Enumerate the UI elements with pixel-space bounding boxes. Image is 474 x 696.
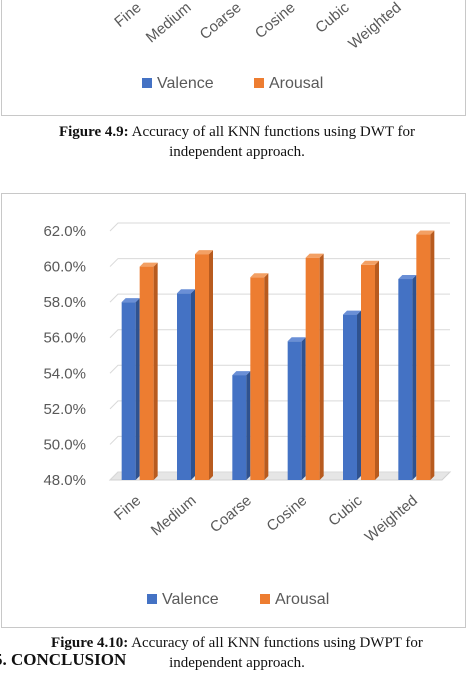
legend-swatch-arousal xyxy=(260,594,270,604)
figure-4-10-caption-line1: Accuracy of all KNN functions using DWPT… xyxy=(128,635,423,651)
figure-4-9-caption-line2: independent approach. xyxy=(169,144,305,160)
y-tick-label: 60.0% xyxy=(43,259,86,276)
bar-arousal-coarse xyxy=(250,273,269,480)
y-tick-label: 58.0% xyxy=(43,294,86,311)
x-tick-label: Medium xyxy=(148,492,200,539)
gridline xyxy=(109,329,450,339)
figure-4-10-caption: Figure 4.10: Accuracy of all KNN functio… xyxy=(0,633,474,673)
top-legend-swatch-arousal xyxy=(254,78,264,88)
gridline xyxy=(109,471,450,481)
bar-arousal-fine xyxy=(139,262,158,480)
legend-label-arousal: Arousal xyxy=(275,591,329,608)
top-legend-swatch-valence xyxy=(142,78,152,88)
gridline xyxy=(109,293,450,303)
section-heading: 5. CONCLUSION xyxy=(0,650,127,669)
bar-valence-weighted xyxy=(398,275,417,480)
bar-arousal-weighted xyxy=(416,230,435,480)
gridline xyxy=(109,258,450,267)
x-tick-label: Cosine xyxy=(264,492,311,535)
bar-valence-coarse xyxy=(232,371,251,480)
gridline xyxy=(109,435,450,445)
x-tick-label: Fine xyxy=(111,492,144,524)
legend-swatch-valence xyxy=(147,594,157,604)
y-tick-label: 56.0% xyxy=(43,330,86,347)
top-legend-label-valence: Valence xyxy=(157,75,214,92)
gridline xyxy=(109,364,450,374)
top-x-tick-label: Medium xyxy=(143,0,195,46)
bar-arousal-cosine xyxy=(305,253,324,480)
y-tick-label: 62.0% xyxy=(43,223,86,240)
figure-4-10-frame: 62.0% 60.0% 58.0% 56.0% 54.0% 52.0% 50.0% 48.0%… xyxy=(1,193,466,628)
x-tick-label: Weighted xyxy=(362,492,421,546)
figure-4-9-label: Figure 4.9: xyxy=(58,124,129,140)
x-tick-label: Cubic xyxy=(325,492,366,530)
figure-4-9-frame: Fine Medium Coarse Cosine Cubic Weighted Valen… xyxy=(1,0,466,116)
y-tick-label: 54.0% xyxy=(43,365,86,382)
gridline xyxy=(109,400,450,410)
legend-label-valence: Valence xyxy=(162,591,219,608)
top-legend-label-arousal: Arousal xyxy=(269,75,323,92)
bar-valence-cubic xyxy=(343,310,361,480)
x-tick-label: Coarse xyxy=(207,492,255,536)
top-x-tick-label: Cubic xyxy=(312,0,353,37)
figure-4-10-caption-line2: independent approach. xyxy=(169,655,305,671)
bar-arousal-cubic xyxy=(361,260,379,480)
y-tick-label: 48.0% xyxy=(43,472,86,489)
y-tick-label: 50.0% xyxy=(43,436,86,453)
figure-4-9-caption-line1: Accuracy of all KNN functions using DWT … xyxy=(128,124,416,140)
bar-arousal-medium xyxy=(195,250,213,480)
gridline xyxy=(109,222,450,232)
figure-4-9-caption: Figure 4.9: Accuracy of all KNN function… xyxy=(0,122,474,162)
top-x-tick-label: Coarse xyxy=(197,0,245,43)
top-x-tick-label: Fine xyxy=(111,0,144,31)
bar-valence-fine xyxy=(121,298,140,480)
figure-4-10-label: Figure 4.10: xyxy=(51,635,129,651)
y-tick-label: 52.0% xyxy=(43,401,86,418)
bar-valence-medium xyxy=(177,289,195,480)
top-x-tick-label: Weighted xyxy=(345,0,404,53)
top-x-tick-label: Cosine xyxy=(252,0,299,42)
bar-valence-cosine xyxy=(287,337,306,480)
figure-4-10-chart: 62.0% 60.0% 58.0% 56.0% 54.0% 52.0% 50.0% 48.0%… xyxy=(43,222,452,608)
